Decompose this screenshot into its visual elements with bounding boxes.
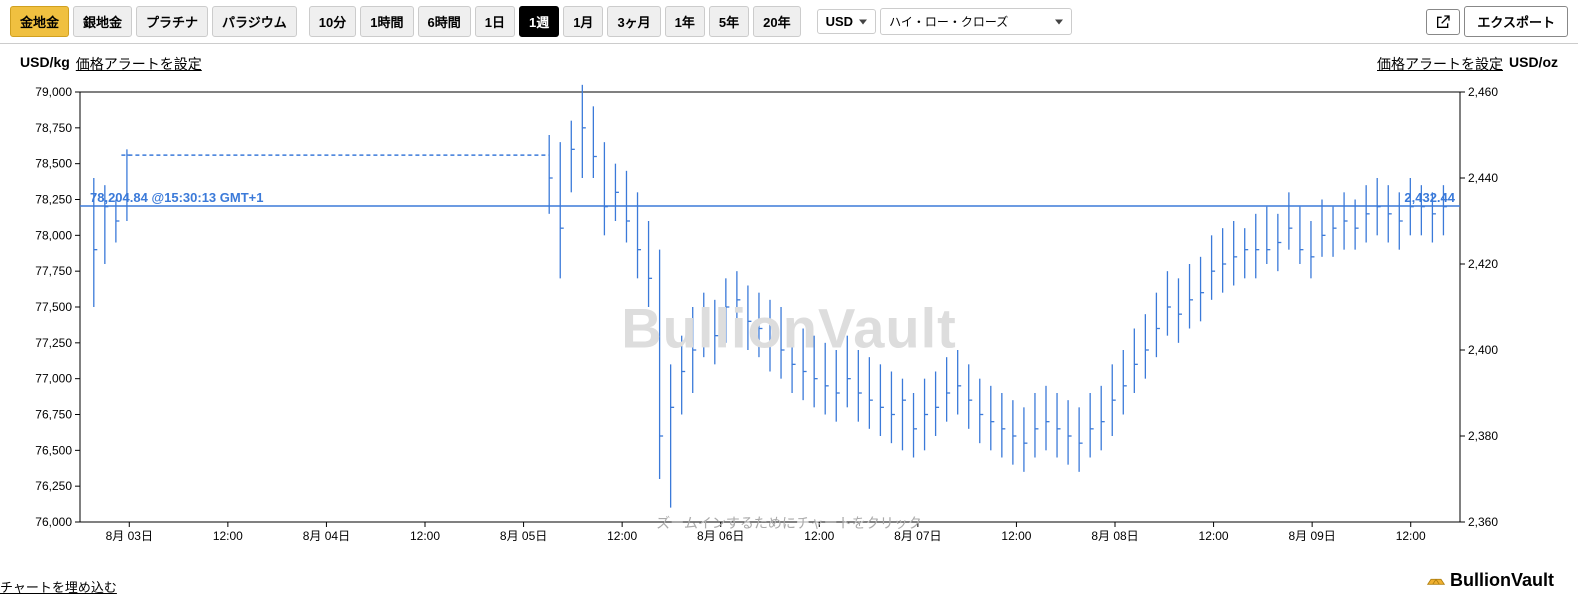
metal-tab-0[interactable]: 金地金 bbox=[10, 6, 69, 37]
svg-text:2,400: 2,400 bbox=[1468, 343, 1498, 357]
svg-text:2,360: 2,360 bbox=[1468, 515, 1498, 529]
svg-text:8月 04日: 8月 04日 bbox=[303, 529, 350, 543]
metal-tab-1[interactable]: 銀地金 bbox=[73, 6, 132, 37]
export-button-label: エクスポート bbox=[1477, 15, 1555, 30]
period-tab-5[interactable]: 1月 bbox=[563, 6, 603, 37]
svg-text:12:00: 12:00 bbox=[1001, 529, 1031, 543]
svg-text:2,460: 2,460 bbox=[1468, 85, 1498, 99]
svg-text:77,250: 77,250 bbox=[35, 336, 72, 350]
period-tab-2[interactable]: 6時間 bbox=[418, 6, 471, 37]
brand-logo: BullionVault bbox=[1426, 570, 1554, 591]
brand-logo-text: BullionVault bbox=[1450, 570, 1554, 591]
period-tab-0[interactable]: 10分 bbox=[309, 6, 356, 37]
svg-text:77,750: 77,750 bbox=[35, 264, 72, 278]
svg-text:12:00: 12:00 bbox=[410, 529, 440, 543]
svg-text:76,000: 76,000 bbox=[35, 515, 72, 529]
svg-text:76,250: 76,250 bbox=[35, 479, 72, 493]
svg-text:2,440: 2,440 bbox=[1468, 171, 1498, 185]
toolbar: 金地金銀地金プラチナパラジウム 10分1時間6時間1日1週1月3ヶ月1年5年20… bbox=[0, 0, 1578, 44]
svg-text:2,380: 2,380 bbox=[1468, 429, 1498, 443]
svg-text:8月 05日: 8月 05日 bbox=[500, 529, 547, 543]
svg-text:78,000: 78,000 bbox=[35, 228, 72, 242]
svg-text:12:00: 12:00 bbox=[1396, 529, 1426, 543]
price-chart: 76,000 76,250 76,500 76,750 77,000 77,250 77,5… bbox=[20, 82, 1520, 552]
gold-bars-icon bbox=[1426, 571, 1446, 591]
embed-chart-link[interactable]: チャートを埋め込む bbox=[0, 577, 117, 596]
svg-text:78,500: 78,500 bbox=[35, 157, 72, 171]
svg-text:8月 06日: 8月 06日 bbox=[697, 529, 744, 543]
svg-text:2,432.44: 2,432.44 bbox=[1404, 190, 1455, 205]
svg-text:12:00: 12:00 bbox=[1199, 529, 1229, 543]
chart-area[interactable]: 76,000 76,250 76,500 76,750 77,000 77,250 77,5… bbox=[20, 82, 1558, 573]
svg-text:8月 03日: 8月 03日 bbox=[106, 529, 153, 543]
svg-text:76,750: 76,750 bbox=[35, 408, 72, 422]
svg-text:8月 07日: 8月 07日 bbox=[894, 529, 941, 543]
period-tab-7[interactable]: 1年 bbox=[665, 6, 705, 37]
svg-text:76,500: 76,500 bbox=[35, 443, 72, 457]
period-tab-6[interactable]: 3ヶ月 bbox=[607, 6, 660, 37]
svg-text:77,000: 77,000 bbox=[35, 372, 72, 386]
share-icon-button[interactable] bbox=[1426, 9, 1460, 35]
right-unit-label: USD/oz bbox=[1509, 54, 1558, 74]
currency-value: USD bbox=[826, 14, 853, 29]
svg-text:12:00: 12:00 bbox=[607, 529, 637, 543]
period-tab-1[interactable]: 1時間 bbox=[360, 6, 413, 37]
svg-text:12:00: 12:00 bbox=[213, 529, 243, 543]
svg-text:78,250: 78,250 bbox=[35, 193, 72, 207]
period-tab-9[interactable]: 20年 bbox=[753, 6, 800, 37]
svg-text:2,420: 2,420 bbox=[1468, 257, 1498, 271]
footer: チャートを埋め込む bbox=[0, 573, 1578, 596]
chart-type-select[interactable]: ハイ・ロー・クローズ bbox=[880, 8, 1072, 35]
right-alert-link[interactable]: 価格アラートを設定 bbox=[1377, 54, 1503, 74]
left-unit-label: USD/kg bbox=[20, 54, 70, 74]
svg-text:12:00: 12:00 bbox=[804, 529, 834, 543]
header-line: USD/kg 価格アラートを設定 価格アラートを設定 USD/oz bbox=[0, 44, 1578, 74]
chart-type-value: ハイ・ロー・クローズ bbox=[889, 15, 1008, 29]
external-link-icon bbox=[1435, 14, 1451, 30]
export-button[interactable]: エクスポート bbox=[1464, 6, 1568, 37]
svg-text:77,500: 77,500 bbox=[35, 300, 72, 314]
period-tab-3[interactable]: 1日 bbox=[475, 6, 515, 37]
svg-text:8月 08日: 8月 08日 bbox=[1091, 529, 1138, 543]
svg-text:79,000: 79,000 bbox=[35, 85, 72, 99]
currency-select[interactable]: USD bbox=[817, 9, 876, 34]
metal-tab-3[interactable]: パラジウム bbox=[212, 6, 297, 37]
left-alert-link[interactable]: 価格アラートを設定 bbox=[76, 54, 202, 74]
period-tab-8[interactable]: 5年 bbox=[709, 6, 749, 37]
metal-tab-2[interactable]: プラチナ bbox=[136, 6, 208, 37]
svg-text:8月 09日: 8月 09日 bbox=[1288, 529, 1335, 543]
period-tab-4[interactable]: 1週 bbox=[519, 6, 559, 37]
svg-text:78,750: 78,750 bbox=[35, 121, 72, 135]
